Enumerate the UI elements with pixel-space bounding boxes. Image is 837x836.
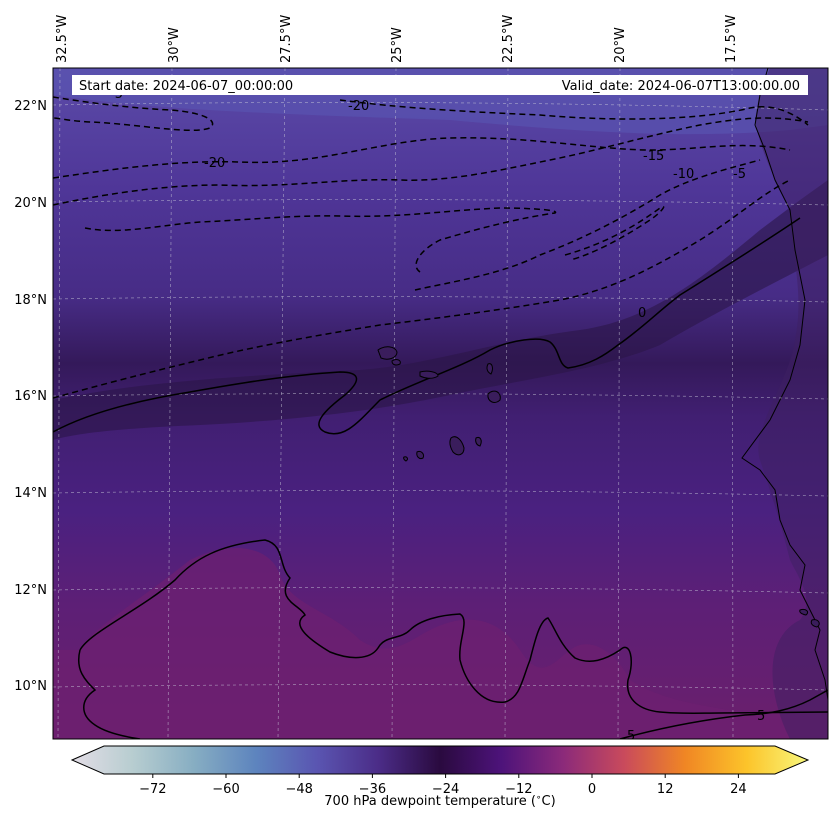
lon-label-32-5w: 32.5°W — [55, 15, 70, 63]
contour-five-south — [79, 539, 828, 714]
colorbar-label-text: 700 hPa dewpoint temperature ( — [324, 794, 536, 809]
africa-coastline — [741, 68, 828, 701]
map-frame — [52, 67, 829, 740]
contour-minus5-b — [53, 179, 791, 399]
island-sao-nicolau — [419, 370, 439, 379]
contour-label-minus20-north: -20 — [348, 99, 369, 114]
lon-label-27-5w: 27.5°W — [279, 15, 294, 63]
island-sao-vicente — [391, 359, 401, 366]
colorbar-label: 700 hPa dewpoint temperature (∘C) — [324, 793, 555, 809]
lon-label-30w: 30°W — [167, 27, 182, 63]
colorbar-ticks: −72 −60 −48 −36 −24 −12 0 12 24 — [139, 774, 747, 797]
colorbar-tick-label: −60 — [212, 782, 239, 797]
contour-label-zero: 0 — [638, 306, 646, 321]
header-box: Start date: 2024-06-07_00:00:00 Valid_da… — [72, 75, 808, 95]
dark-band — [53, 180, 828, 440]
colorbar-tick-label: −72 — [139, 782, 166, 797]
colorbar-tick-label: −12 — [505, 782, 532, 797]
contour-label-minus20-mid: -20 — [204, 156, 225, 171]
gridline-lat-22 — [53, 102, 828, 111]
colorbar-tick-label: −36 — [359, 782, 386, 797]
island-bijagos-1 — [799, 609, 809, 616]
colorbar-tick-label: −24 — [432, 782, 459, 797]
island-santo-antao — [377, 346, 398, 360]
lat-label-12n: 12°N — [14, 583, 47, 598]
gridline-lon-7 — [731, 68, 734, 739]
gridline-lat-20 — [53, 199, 828, 206]
gridline-lat-14 — [53, 490, 828, 497]
island-brava — [403, 456, 408, 462]
lon-label-22-5w: 22.5°W — [501, 15, 516, 63]
contour-five-east — [619, 689, 828, 739]
colorbar-label-unit: C) — [542, 794, 556, 809]
contour-minus20-north — [53, 96, 214, 132]
island-boa-vista — [487, 390, 501, 403]
contour-minus10 — [414, 159, 761, 291]
lat-label-10n: 10°N — [14, 679, 47, 694]
gridline-lat-16 — [53, 393, 828, 400]
lat-label-14n: 14°N — [14, 486, 47, 501]
contour-label-five-east: 5 — [757, 709, 765, 724]
island-bijagos-2 — [810, 619, 820, 628]
contour-minus15 — [53, 117, 809, 206]
contour-label-minus5: -5 — [733, 167, 746, 182]
moist-south-region — [53, 548, 828, 739]
lon-label-25w: 25°W — [390, 27, 405, 63]
lat-label-18n: 18°N — [14, 293, 47, 308]
colorbar-tick-label: 0 — [588, 782, 596, 797]
gridline-lon-1 — [57, 68, 61, 739]
map-axes: -20 -20 -15 -10 -5 -5 0 5 5 — [53, 68, 828, 744]
contour-zero — [53, 217, 801, 435]
contour-minus5 — [564, 205, 665, 261]
lon-label-17-5w: 17.5°W — [724, 15, 739, 63]
gridline-lon-6 — [617, 68, 621, 739]
lat-label-20n: 20°N — [14, 196, 47, 211]
colorbar-body — [70, 745, 810, 775]
contours — [53, 96, 828, 739]
valid-date-label: Valid_date: 2024-06-07T13:00:00.00 — [562, 79, 800, 94]
header-background — [72, 75, 808, 95]
latitude-labels: 22°N 20°N 18°N 16°N 14°N 12°N 10°N — [14, 99, 47, 694]
island-maio — [475, 437, 482, 447]
gridline-lon-4 — [391, 68, 397, 739]
colorbar-tick-label: 24 — [730, 782, 747, 797]
contour-minus20-mid — [53, 137, 791, 179]
africa-land — [755, 68, 828, 739]
gridline-lon-2 — [167, 68, 173, 739]
colorbar-tick-label: −48 — [285, 782, 312, 797]
start-date-label: Start date: 2024-06-07_00:00:00 — [79, 79, 293, 94]
contour-label-minus10: -10 — [673, 167, 694, 182]
island-santiago — [449, 436, 465, 456]
gridline-lon-5 — [504, 68, 509, 739]
colorbar-tick-label: 12 — [657, 782, 674, 797]
contour-five-west-edge — [78, 649, 141, 739]
island-fogo — [416, 451, 424, 459]
longitude-labels: 32.5°W 30°W 27.5°W 25°W 22.5°W 20°W 17.5… — [55, 15, 739, 63]
contour-minus15-inner — [84, 207, 557, 273]
contour-label-five-south: 5 — [627, 729, 635, 744]
gridline-lat-18 — [53, 296, 828, 303]
gridline-lon-3 — [277, 68, 286, 739]
colorbar-label-degree: ∘ — [536, 793, 542, 803]
lon-label-20w: 20°W — [613, 27, 628, 63]
island-sal — [486, 363, 493, 375]
colorbar: −72 −60 −48 −36 −24 −12 0 12 24 700 hPa dewpoint… — [70, 745, 810, 809]
contour-minus20-north-b — [339, 99, 809, 126]
lat-label-22n: 22°N — [14, 99, 47, 114]
gridline-lat-10 — [53, 684, 828, 691]
islands — [377, 346, 820, 628]
contour-label-minus15: -15 — [643, 149, 664, 164]
lat-label-16n: 16°N — [14, 389, 47, 404]
